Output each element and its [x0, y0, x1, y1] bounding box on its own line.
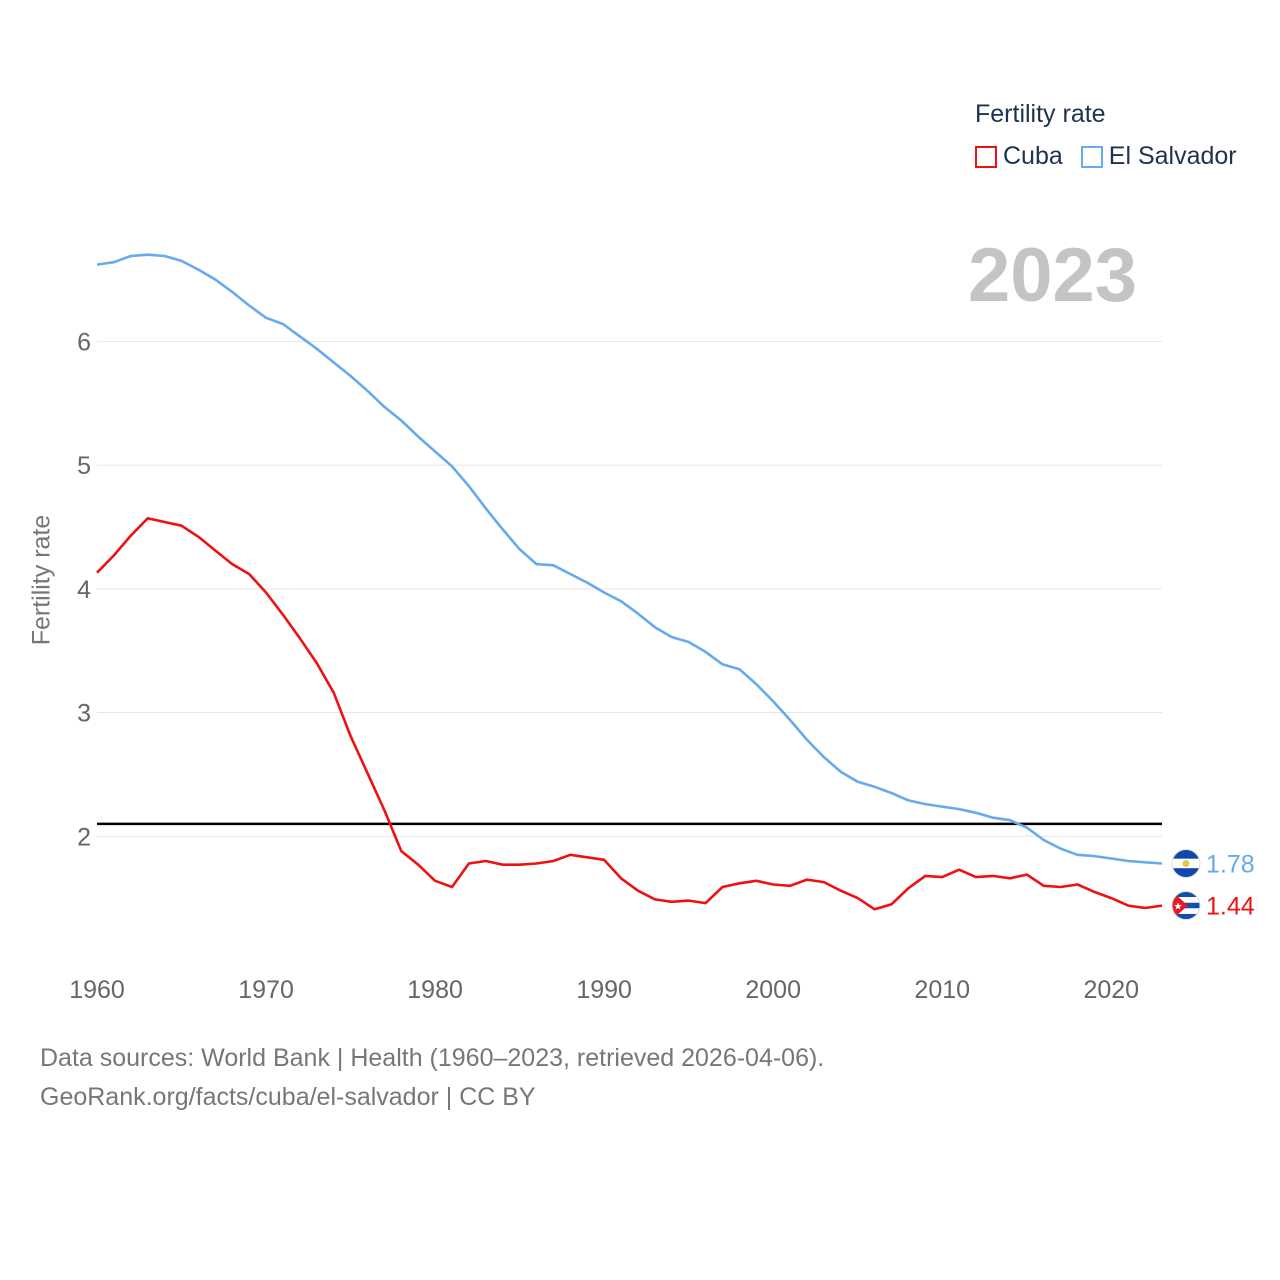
- svg-text:★: ★: [1174, 902, 1183, 913]
- y-tick-label-2: 2: [77, 823, 91, 851]
- end-value-label-cuba: 1.44: [1206, 893, 1255, 921]
- end-markers: ★ 1.44 1.78: [1171, 848, 1255, 921]
- y-tick-label-5: 5: [77, 452, 91, 480]
- x-tick-label-2010: 2010: [914, 976, 970, 1004]
- x-tick-label-1990: 1990: [576, 976, 632, 1004]
- gridlines: [97, 340, 1162, 837]
- x-tick-label-1960: 1960: [69, 976, 125, 1004]
- flag-icon-cuba: ★: [1171, 891, 1201, 921]
- series-line-el-salvador[interactable]: [96, 253, 1163, 865]
- series-line-cuba[interactable]: [96, 516, 1163, 911]
- legend: Cuba El Salvador: [975, 142, 1255, 171]
- x-axis-ticks: 1960 1970 1980 1990 2000 2010 2020: [69, 976, 1139, 1004]
- y-axis-label: Fertility rate: [27, 514, 56, 646]
- legend-swatch-el-salvador: [1080, 145, 1103, 168]
- legend-item-el-salvador[interactable]: El Salvador: [1080, 142, 1237, 171]
- x-tick-label-1970: 1970: [238, 976, 294, 1004]
- y-tick-label-3: 3: [77, 700, 91, 728]
- series-lines: [96, 253, 1163, 911]
- source-line-2[interactable]: GeoRank.org/facts/cuba/el-salvador | CC …: [40, 1083, 536, 1111]
- x-tick-label-2020: 2020: [1083, 976, 1139, 1004]
- source-line-1: Data sources: World Bank | Health (1960–…: [40, 1044, 825, 1072]
- end-value-label-el-salvador: 1.78: [1206, 850, 1255, 878]
- y-axis-ticks: 2 3 4 5 6: [77, 328, 91, 851]
- year-label: 2023: [968, 233, 1138, 318]
- legend-label-el-salvador: El Salvador: [1108, 142, 1237, 170]
- legend-swatch-cuba: [975, 145, 997, 168]
- x-tick-label-2000: 2000: [745, 976, 801, 1004]
- legend-title: Fertility rate: [975, 100, 1106, 128]
- legend-item-cuba[interactable]: Cuba: [975, 142, 1063, 171]
- y-tick-label-4: 4: [77, 576, 91, 604]
- flag-icon-el-salvador: [1171, 848, 1201, 878]
- legend-label-cuba: Cuba: [1003, 142, 1063, 170]
- y-tick-label-6: 6: [77, 328, 91, 356]
- x-tick-label-1980: 1980: [407, 976, 463, 1004]
